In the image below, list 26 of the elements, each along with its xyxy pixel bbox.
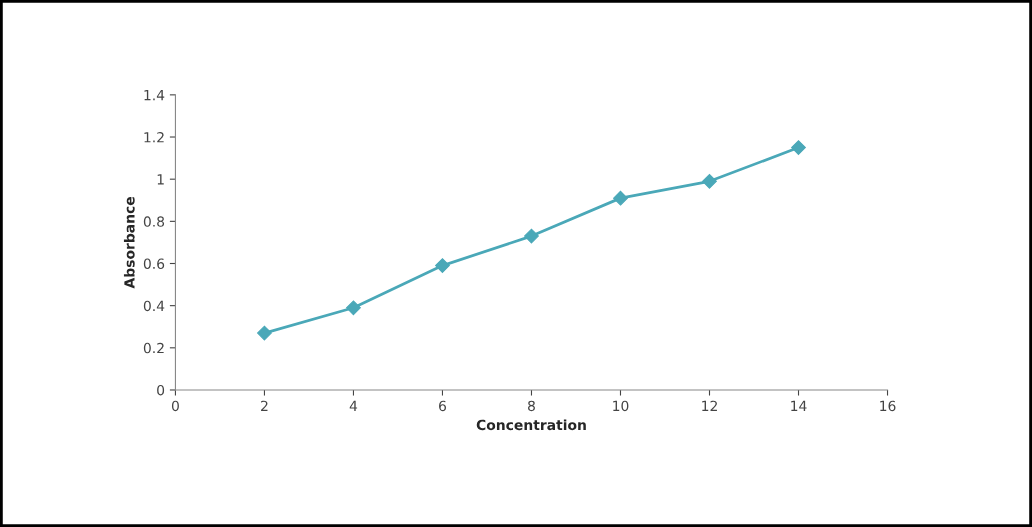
point [613, 190, 628, 206]
y-tick-label: 1 [157, 174, 164, 185]
y-tick-label: 0.4 [143, 300, 165, 312]
point [346, 300, 361, 316]
x-tick-label: 4 [349, 400, 358, 411]
x-tick-label: 8 [528, 400, 535, 412]
y-tick-label: 1.2 [144, 131, 164, 143]
point [435, 258, 450, 273]
x-tick-label: 12 [702, 400, 717, 411]
y-tick-label: 0 [157, 384, 165, 396]
y-tick-label: 0.2 [143, 342, 164, 354]
y-tick-label: 0.8 [143, 216, 165, 227]
point [702, 173, 717, 189]
y-tick-label: 1.4 [144, 90, 165, 101]
point [257, 325, 272, 341]
y-tick-label: 0.6 [143, 258, 165, 269]
x-tick-label: 14 [791, 400, 807, 411]
x-tick-label: 10 [613, 400, 629, 412]
x-axis-title: Concentration [476, 419, 586, 431]
x-tick-label: 2 [261, 400, 268, 411]
x-tick-label: 6 [439, 400, 447, 412]
point [524, 228, 539, 244]
x-tick-label: 16 [880, 400, 896, 412]
point [791, 140, 806, 155]
y-axis-title: Absorbance [123, 196, 135, 289]
x-tick-label: 0 [171, 400, 179, 412]
